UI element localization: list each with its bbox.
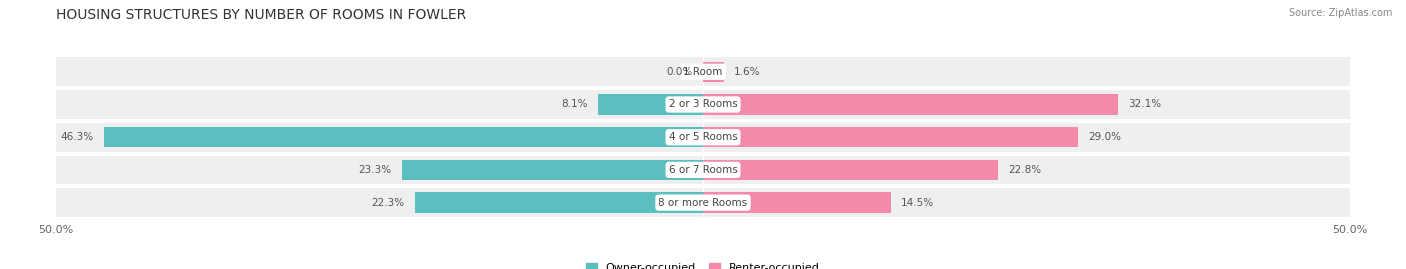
Bar [703,127,1078,147]
Text: 6 or 7 Rooms: 6 or 7 Rooms [669,165,737,175]
Text: 2 or 3 Rooms: 2 or 3 Rooms [669,100,737,109]
Text: Source: ZipAtlas.com: Source: ZipAtlas.com [1288,8,1392,18]
Bar [703,192,890,213]
Text: 0.0%: 0.0% [666,67,693,77]
Bar [703,160,998,180]
Text: 8 or more Rooms: 8 or more Rooms [658,198,748,208]
Text: 22.3%: 22.3% [371,198,404,208]
Bar [598,94,703,115]
Bar [703,62,724,82]
Bar [56,188,1350,217]
Text: 14.5%: 14.5% [901,198,934,208]
Bar [56,123,1350,151]
Text: 32.1%: 32.1% [1129,100,1161,109]
Text: 4 or 5 Rooms: 4 or 5 Rooms [669,132,737,142]
Text: 23.3%: 23.3% [359,165,391,175]
Text: HOUSING STRUCTURES BY NUMBER OF ROOMS IN FOWLER: HOUSING STRUCTURES BY NUMBER OF ROOMS IN… [56,8,467,22]
Text: 8.1%: 8.1% [561,100,588,109]
Legend: Owner-occupied, Renter-occupied: Owner-occupied, Renter-occupied [586,263,820,269]
Text: 22.8%: 22.8% [1008,165,1042,175]
Text: 46.3%: 46.3% [60,132,94,142]
Bar [703,94,1118,115]
Bar [415,192,703,213]
Bar [56,57,1350,86]
Text: 29.0%: 29.0% [1088,132,1122,142]
Bar [56,155,1350,184]
Text: 1.6%: 1.6% [734,67,761,77]
Bar [56,90,1350,119]
Bar [402,160,703,180]
Text: 1 Room: 1 Room [683,67,723,77]
Bar [104,127,703,147]
